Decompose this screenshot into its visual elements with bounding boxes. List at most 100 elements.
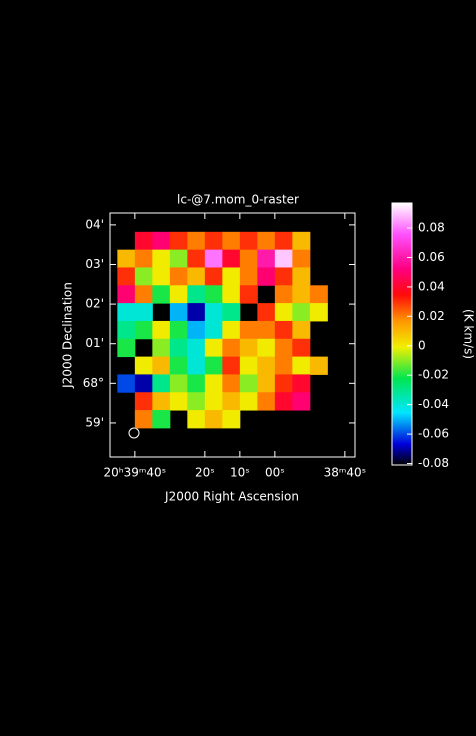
raster-cell	[292, 356, 311, 375]
raster-cell	[204, 249, 223, 268]
raster-cell	[257, 303, 276, 322]
raster-cell	[292, 303, 311, 322]
raster-cell	[187, 410, 206, 429]
raster-cell	[309, 303, 328, 322]
x-tick-label: 10ˢ	[230, 466, 250, 480]
raster-cell	[134, 303, 153, 322]
colorbar-tick-label: 0.02	[418, 309, 445, 323]
raster-cell	[274, 231, 293, 251]
y-tick-label: 01'	[85, 336, 104, 350]
y-tick-label: 59'	[85, 415, 104, 429]
raster-cell	[187, 392, 206, 411]
raster-cell	[239, 249, 258, 268]
raster-cell	[274, 320, 293, 340]
raster-cell	[169, 356, 188, 375]
colorbar-tick-label: 0.06	[418, 250, 445, 264]
raster-cell	[117, 285, 136, 304]
raster-cell	[239, 392, 258, 411]
raster-cell	[134, 320, 153, 340]
chart-title: lc-@7.mom_0-raster	[177, 193, 299, 207]
raster-cell	[239, 338, 258, 358]
raster-cell	[117, 320, 136, 340]
raster-cell	[187, 320, 206, 340]
raster-cell	[134, 392, 153, 411]
raster-cell	[187, 338, 206, 358]
y-tick-label: 04'	[85, 217, 104, 231]
raster-cell	[187, 231, 206, 251]
raster-cell	[222, 267, 241, 286]
y-tick-label: 03'	[85, 257, 104, 271]
raster-cell	[204, 303, 223, 322]
raster-cell	[204, 320, 223, 340]
raster-cell	[152, 410, 171, 429]
raster-cell	[222, 338, 241, 358]
raster-cell	[239, 374, 258, 393]
raster-cell	[222, 249, 241, 268]
plot-frame	[109, 212, 356, 458]
raster-cell	[117, 303, 136, 322]
raster-cell	[169, 285, 188, 304]
raster-cell	[239, 320, 258, 340]
raster-cell	[274, 249, 293, 268]
raster-cell	[274, 338, 293, 358]
raster-cell	[117, 338, 136, 358]
x-tick-label: 20ʰ39ᵐ40ˢ	[104, 466, 167, 480]
raster-cell	[134, 231, 153, 251]
raster-cell	[292, 249, 311, 268]
raster-cell	[152, 374, 171, 393]
raster-cell	[134, 285, 153, 304]
colorbar-tick-label: 0	[418, 338, 426, 352]
raster-cell	[152, 231, 171, 251]
colorbar-label: (K km/s)	[462, 309, 476, 359]
colorbar-tick-label: 0.08	[418, 221, 445, 235]
raster-cell	[274, 285, 293, 304]
raster-cell	[257, 249, 276, 268]
raster-cell	[204, 392, 223, 411]
raster-cell	[204, 267, 223, 286]
raster-cell	[274, 303, 293, 322]
raster-cell	[187, 356, 206, 375]
raster-cell	[292, 392, 311, 411]
raster-cell	[239, 285, 258, 304]
colorbar-tick-label: -0.02	[418, 368, 449, 382]
raster-cell	[257, 320, 276, 340]
x-tick-label: 38ᵐ40ˢ	[324, 466, 367, 480]
raster-cell	[257, 338, 276, 358]
raster-cell	[292, 374, 311, 393]
y-tick-label: 02'	[85, 297, 104, 311]
raster-cell	[222, 392, 241, 411]
raster-cell	[134, 267, 153, 286]
raster-cell	[169, 374, 188, 393]
x-tick-label: 20ˢ	[195, 466, 215, 480]
raster-cell	[204, 410, 223, 429]
raster-cell	[239, 356, 258, 375]
raster-cell	[152, 285, 171, 304]
raster-cell	[187, 267, 206, 286]
raster-cell	[204, 231, 223, 251]
raster-cell	[274, 392, 293, 411]
raster-cell	[117, 374, 136, 393]
raster-cell	[169, 267, 188, 286]
raster-cell	[169, 392, 188, 411]
raster-cell	[292, 267, 311, 286]
raster-cell	[187, 374, 206, 393]
raster-cell	[292, 231, 311, 251]
raster-cell	[117, 267, 136, 286]
colorbar-tick-label: 0.04	[418, 279, 445, 293]
raster-cell	[204, 338, 223, 358]
raster-cell	[274, 374, 293, 393]
raster-cell	[134, 249, 153, 268]
raster-cell	[169, 338, 188, 358]
x-tick-label: 00ˢ	[265, 466, 285, 480]
raster-cell	[152, 338, 171, 358]
raster-cell	[204, 356, 223, 375]
raster-cell	[222, 410, 241, 429]
raster-cell	[169, 303, 188, 322]
raster-cell	[309, 285, 328, 304]
raster-cell	[292, 285, 311, 304]
raster-cell	[152, 356, 171, 375]
raster-cell	[292, 338, 311, 358]
raster-cell	[222, 303, 241, 322]
raster-cell	[187, 249, 206, 268]
